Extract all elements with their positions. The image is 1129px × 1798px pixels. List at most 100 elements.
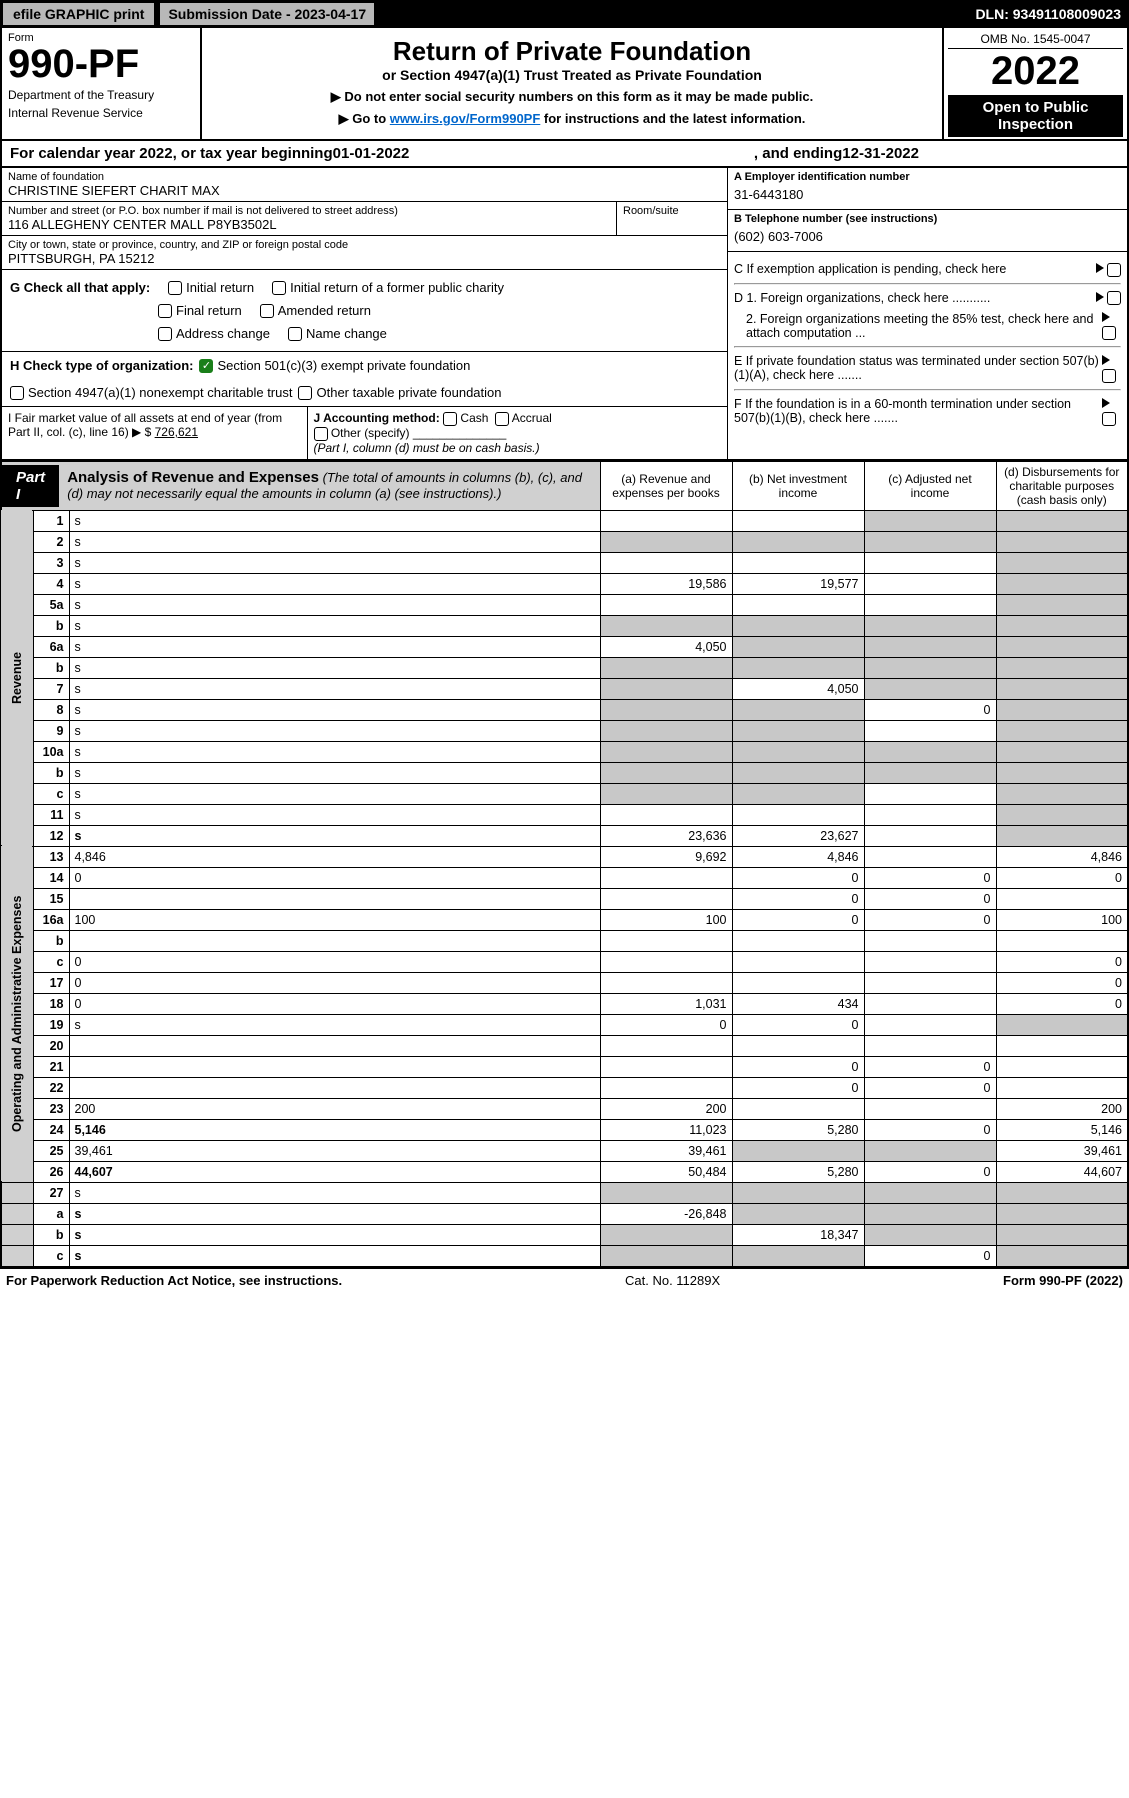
row-desc: s [69,573,600,594]
cb-e-terminated[interactable] [1102,369,1116,383]
ein-label: A Employer identification number [734,171,1121,183]
cb-d2-85pct[interactable] [1102,326,1116,340]
arrow-icon [1102,312,1110,322]
side-revenue-label: Revenue [1,510,33,846]
arrow-icon [1096,292,1104,302]
row-number: 27 [33,1182,69,1203]
cb-name-change[interactable] [288,327,302,341]
amount-cell [732,636,864,657]
row-number: 6a [33,636,69,657]
amount-cell [732,972,864,993]
calyear-pre: For calendar year 2022, or tax year begi… [10,145,333,162]
foundation-name-cell: Name of foundation CHRISTINE SIEFERT CHA… [2,168,727,202]
amount-cell [600,615,732,636]
amount-cell [864,1224,996,1245]
amount-cell: 0 [732,1077,864,1098]
amount-cell [864,1098,996,1119]
c-label: C If exemption application is pending, c… [734,262,1006,276]
cb-other-method[interactable] [314,427,328,441]
row-number: 9 [33,720,69,741]
cb-f-60month[interactable] [1102,412,1116,426]
row-desc: 5,146 [69,1119,600,1140]
cb-accrual[interactable] [495,412,509,426]
h-check-row: H Check type of organization: ✓Section 5… [2,352,727,407]
amount-cell: 0 [732,1014,864,1035]
irs-link[interactable]: www.irs.gov/Form990PF [390,111,541,126]
row-desc: 4,846 [69,846,600,867]
row-desc: 100 [69,909,600,930]
amount-cell [864,804,996,825]
h3-label: Other taxable private foundation [316,385,501,400]
note2-post: for instructions and the latest informat… [540,111,805,126]
part1-title: Analysis of Revenue and Expenses (The to… [59,465,599,507]
amount-cell [732,930,864,951]
row-desc: s [69,1014,600,1035]
amount-cell [732,531,864,552]
cb-501c3[interactable]: ✓ [199,359,213,373]
cb-initial-return[interactable] [168,281,182,295]
amount-cell [600,594,732,615]
side-blank [1,1245,33,1266]
cb-other-taxable[interactable] [298,386,312,400]
part1-badge: Part I [2,465,59,507]
row-number: c [33,951,69,972]
g5-label: Address change [176,326,270,341]
cb-4947a1[interactable] [10,386,24,400]
cb-final-return[interactable] [158,304,172,318]
amount-cell: 9,692 [600,846,732,867]
part1-table: Part I Analysis of Revenue and Expenses … [0,461,1129,1267]
row-number: 11 [33,804,69,825]
j-note: (Part I, column (d) must be on cash basi… [314,441,540,455]
amount-cell: 4,050 [600,636,732,657]
right-options: C If exemption application is pending, c… [728,252,1127,436]
row-desc: 200 [69,1098,600,1119]
cb-d1-foreign[interactable] [1107,291,1121,305]
amount-cell [600,678,732,699]
row-desc: s [69,552,600,573]
part1-title-bold: Analysis of Revenue and Expenses [67,469,319,486]
form-header: Form 990-PF Department of the Treasury I… [0,28,1129,141]
amount-cell [996,594,1128,615]
amount-cell: 0 [732,909,864,930]
row-number: 7 [33,678,69,699]
amount-cell [600,951,732,972]
row-desc: 0 [69,867,600,888]
ein-value: 31-6443180 [734,183,1121,206]
efile-print-button[interactable]: efile GRAPHIC print [2,2,155,26]
cb-initial-former[interactable] [272,281,286,295]
amount-cell: 0 [732,867,864,888]
amount-cell [864,657,996,678]
row-number: 20 [33,1035,69,1056]
d1-label: D 1. Foreign organizations, check here .… [734,291,990,305]
row-desc: s [69,1182,600,1203]
row-number: 4 [33,573,69,594]
row-desc [69,1056,600,1077]
amount-cell: 200 [996,1098,1128,1119]
row-number: b [33,762,69,783]
cb-address-change[interactable] [158,327,172,341]
amount-cell [864,762,996,783]
amount-cell: 11,023 [600,1119,732,1140]
addr-label: Number and street (or P.O. box number if… [8,205,610,217]
amount-cell [864,783,996,804]
form-subtitle: or Section 4947(a)(1) Trust Treated as P… [212,67,932,83]
amount-cell [996,825,1128,846]
amount-cell [864,573,996,594]
cb-amended-return[interactable] [260,304,274,318]
amount-cell: 5,280 [732,1161,864,1182]
ein-cell: A Employer identification number 31-6443… [728,168,1127,210]
g1-label: Initial return [186,280,254,295]
amount-cell [996,888,1128,909]
g6-label: Name change [306,326,387,341]
amount-cell [732,1098,864,1119]
amount-cell: 5,146 [996,1119,1128,1140]
row-number: 13 [33,846,69,867]
h-label: H Check type of organization: [10,358,193,373]
foundation-name: CHRISTINE SIEFERT CHARIT MAX [8,183,721,198]
cb-cash[interactable] [443,412,457,426]
cb-c-pending[interactable] [1107,263,1121,277]
amount-cell [996,510,1128,531]
form-title: Return of Private Foundation [212,36,932,67]
row-number: 22 [33,1077,69,1098]
amount-cell [732,615,864,636]
